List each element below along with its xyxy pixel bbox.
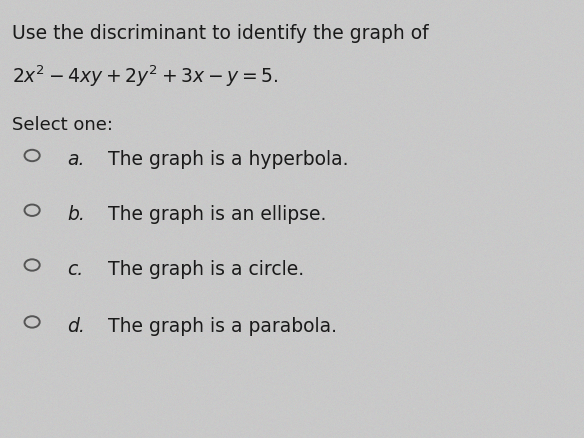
Text: d.: d.	[67, 317, 85, 336]
Text: $2x^2 - 4xy + 2y^2 + 3x - y = 5.$: $2x^2 - 4xy + 2y^2 + 3x - y = 5.$	[12, 64, 279, 89]
Text: The graph is a hyperbola.: The graph is a hyperbola.	[108, 150, 349, 169]
Text: a.: a.	[67, 150, 85, 169]
Text: The graph is an ellipse.: The graph is an ellipse.	[108, 205, 326, 224]
Text: Use the discriminant to identify the graph of: Use the discriminant to identify the gra…	[12, 24, 428, 43]
Text: b.: b.	[67, 205, 85, 224]
Text: The graph is a parabola.: The graph is a parabola.	[108, 317, 337, 336]
Text: Select one:: Select one:	[12, 116, 113, 134]
Text: c.: c.	[67, 260, 84, 279]
Text: The graph is a circle.: The graph is a circle.	[108, 260, 304, 279]
